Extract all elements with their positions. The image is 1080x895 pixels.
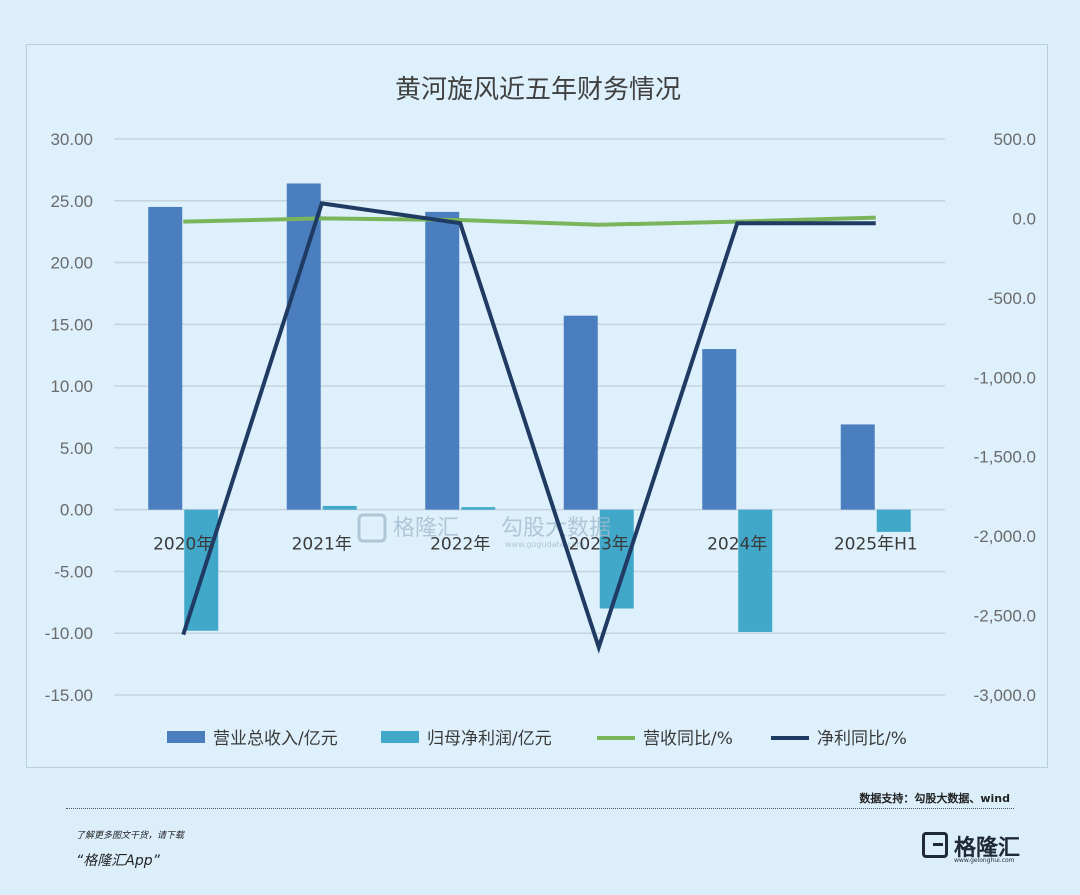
axis-layer: 30.00 25.00 20.00 15.00 10.00 5.00 0.00 -5.00 -1…: [45, 130, 1036, 705]
left-axis-tick-label: 30.00: [50, 130, 93, 149]
left-axis-tick-label: -15.00: [45, 686, 93, 705]
brand-logo-icon: [922, 832, 948, 858]
left-axis-tick-label: 15.00: [50, 315, 93, 334]
chart-svg: 黄河旋风近五年财务情况 格隆汇 勾股大数据 www.gogudata.com 3…: [45, 75, 1036, 749]
right-axis-tick-label: 0.0: [1012, 209, 1036, 228]
watermark-brand: 格隆汇: [393, 516, 459, 541]
data-source: 数据支持：勾股大数据、wind: [859, 792, 1010, 805]
bar-revenue: [148, 206, 183, 510]
legend-label: 营业总收入/亿元: [213, 729, 338, 749]
bar-net-profit: [461, 507, 496, 510]
right-axis-tick-label: 500.0: [993, 130, 1036, 149]
legend-label: 净利同比/%: [817, 729, 907, 749]
bar-layer: [148, 183, 911, 632]
footer-download-text: 了解更多图文干货，请下载: [76, 831, 185, 841]
left-axis-tick-label: -5.00: [54, 562, 93, 581]
brand-logo: 格隆汇 www.gelonghui.com: [922, 828, 1022, 868]
left-axis-tick-label: 20.00: [50, 254, 93, 273]
brand-logo-text: 格隆汇: [954, 836, 1021, 861]
footer-app-name: “格隆汇App”: [76, 853, 160, 869]
right-axis-tick-label: -2,500.0: [974, 607, 1036, 626]
right-axis-tick-label: -2,000.0: [974, 527, 1036, 546]
category-label: 2022年: [430, 535, 490, 555]
bar-revenue: [840, 424, 875, 510]
right-axis-tick-label: -3,000.0: [974, 686, 1036, 705]
right-axis-tick-label: -1,500.0: [974, 448, 1036, 467]
footer-divider: [66, 808, 1014, 809]
category-label: 2021年: [292, 535, 352, 555]
legend-label: 归母净利润/亿元: [427, 729, 552, 749]
bar-net-profit: [876, 509, 911, 532]
left-axis-tick-label: 25.00: [50, 192, 93, 211]
legend-swatch: [381, 731, 419, 743]
revenue-yoy-line: [183, 215, 876, 227]
chart-title: 黄河旋风近五年财务情况: [395, 75, 681, 105]
watermark-url: www.gogudata.com: [505, 540, 584, 549]
legend-label: 营收同比/%: [643, 729, 733, 749]
line-layer: [181, 201, 876, 654]
category-label: 2025年H1: [834, 535, 918, 555]
category-label: 2023年: [569, 535, 629, 555]
category-label: 2020年: [153, 535, 213, 555]
watermark-logo-box: [357, 513, 387, 543]
grid-layer: [114, 138, 945, 696]
left-axis-tick-label: 5.00: [60, 439, 93, 458]
bar-revenue: [286, 183, 321, 510]
legend-swatch: [167, 731, 205, 743]
bar-net-profit: [322, 505, 357, 510]
left-axis-tick-label: -10.00: [45, 624, 93, 643]
brand-logo-url: www.gelonghui.com: [954, 857, 1015, 864]
bar-revenue: [702, 349, 737, 510]
left-axis-tick-label: 10.00: [50, 377, 93, 396]
category-label: 2024年: [707, 535, 767, 555]
profit-yoy-line: [181, 201, 876, 654]
chart-panel: 黄河旋风近五年财务情况 格隆汇 勾股大数据 www.gogudata.com 3…: [26, 44, 1048, 768]
bar-revenue: [425, 211, 460, 510]
bar-revenue: [563, 315, 598, 510]
left-axis-tick-label: 0.00: [60, 501, 93, 520]
bar-net-profit: [738, 509, 773, 632]
legend: 营业总收入/亿元 归母净利润/亿元 营收同比/% 净利同比/%: [167, 729, 907, 749]
right-axis-tick-label: -1,000.0: [974, 368, 1036, 387]
right-axis-tick-label: -500.0: [988, 289, 1036, 308]
